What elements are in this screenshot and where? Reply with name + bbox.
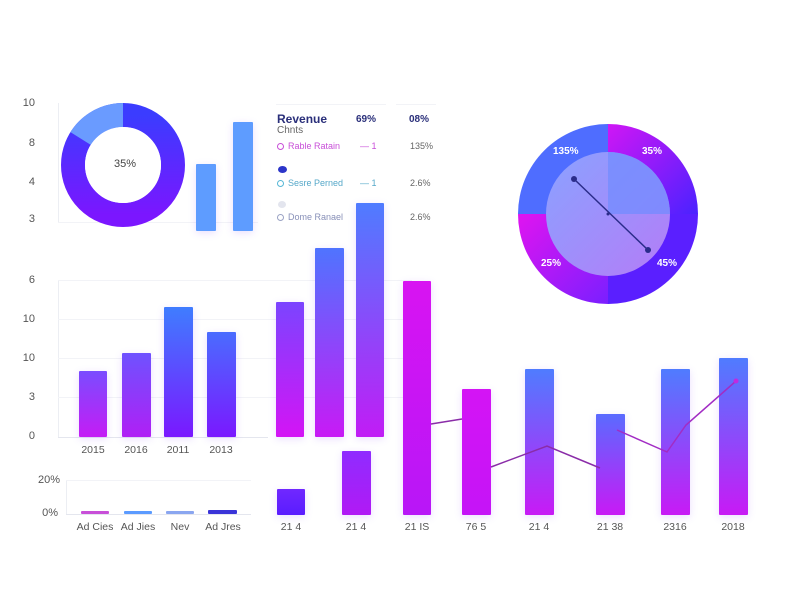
pie-label: 25% bbox=[541, 258, 562, 269]
y-tick: 3 bbox=[28, 213, 35, 225]
bar bbox=[79, 371, 107, 437]
row-mid: — 1 bbox=[360, 178, 377, 188]
bar bbox=[81, 511, 109, 514]
x-tick: Ad Jies bbox=[120, 521, 156, 533]
divider bbox=[396, 104, 436, 105]
x-axis-line bbox=[58, 222, 258, 223]
x-tick: 21 38 bbox=[596, 521, 624, 533]
y-tick: 10 bbox=[22, 352, 35, 364]
legend-dot-icon bbox=[277, 214, 284, 221]
gridline bbox=[66, 480, 251, 481]
bar bbox=[196, 164, 216, 231]
x-tick: 21 4 bbox=[528, 521, 550, 533]
table-title: Revenue bbox=[277, 112, 328, 126]
gridline bbox=[58, 319, 268, 320]
x-tick: 2011 bbox=[166, 444, 190, 456]
y-axis-line bbox=[66, 480, 67, 514]
pie-label: 45% bbox=[657, 258, 678, 269]
x-tick: 2018 bbox=[721, 521, 745, 533]
y-tick: 4 bbox=[28, 176, 35, 188]
x-tick: 2316 bbox=[663, 521, 687, 533]
row-value: 2.6% bbox=[410, 212, 431, 222]
x-tick: 21 4 bbox=[280, 521, 302, 533]
bar bbox=[124, 511, 152, 514]
y-tick: 6 bbox=[28, 274, 35, 286]
x-tick: 2013 bbox=[209, 444, 233, 456]
donut-center-label: 35% bbox=[113, 158, 137, 170]
bar bbox=[462, 389, 491, 515]
pie-chart bbox=[518, 124, 698, 304]
x-tick: 2016 bbox=[124, 444, 148, 456]
dot-icon bbox=[278, 166, 287, 173]
row-label: Sesre Perned bbox=[288, 178, 344, 188]
y-tick: 3 bbox=[28, 391, 35, 403]
y-axis-line bbox=[58, 280, 59, 438]
row-value: 2.6% bbox=[410, 178, 431, 188]
bar bbox=[164, 307, 193, 437]
row-label: Rable Ratain bbox=[288, 141, 341, 151]
x-tick: Ad Cies bbox=[76, 521, 114, 533]
y-tick: 10 bbox=[22, 97, 35, 109]
x-axis-line bbox=[66, 514, 251, 515]
column-header: 08% bbox=[409, 114, 430, 125]
bar bbox=[122, 353, 151, 437]
y-tick: 0 bbox=[28, 430, 35, 442]
bar bbox=[342, 451, 371, 515]
table-subtitle: Chnts bbox=[277, 125, 304, 136]
y-tick: 0% bbox=[42, 507, 58, 519]
pie-label: 35% bbox=[642, 146, 663, 157]
legend-dot-icon bbox=[277, 180, 284, 187]
bar bbox=[315, 248, 344, 437]
bar bbox=[233, 122, 253, 231]
pie-label: 135% bbox=[553, 146, 579, 157]
dot-icon bbox=[278, 201, 286, 208]
legend-dot-icon bbox=[277, 143, 284, 150]
bar bbox=[208, 510, 237, 514]
row-value: 135% bbox=[410, 141, 434, 151]
gridline bbox=[58, 397, 268, 398]
bar bbox=[207, 332, 236, 437]
divider bbox=[276, 104, 386, 105]
bar bbox=[277, 489, 305, 515]
bar bbox=[403, 281, 431, 515]
x-tick: 21 4 bbox=[345, 521, 367, 533]
y-tick: 8 bbox=[28, 137, 35, 149]
column-header: 69% bbox=[356, 114, 377, 125]
row-mid: — 1 bbox=[360, 141, 377, 151]
bar bbox=[276, 302, 304, 437]
bar bbox=[166, 511, 194, 514]
y-axis-line bbox=[58, 103, 59, 223]
x-axis-line bbox=[58, 437, 268, 438]
x-tick: 21 IS bbox=[404, 521, 430, 533]
gridline bbox=[58, 358, 268, 359]
gridline bbox=[58, 280, 268, 281]
y-tick: 20% bbox=[37, 474, 60, 486]
x-tick: Ad Jres bbox=[205, 521, 241, 533]
x-tick: 2015 bbox=[81, 444, 105, 456]
x-tick: Nev bbox=[170, 521, 190, 533]
donut-chart bbox=[61, 103, 185, 227]
row-label: Dome Ranael bbox=[288, 212, 344, 222]
y-tick: 10 bbox=[22, 313, 35, 325]
x-tick: 76 5 bbox=[465, 521, 487, 533]
bar bbox=[525, 369, 554, 515]
bar bbox=[661, 369, 690, 515]
bar bbox=[356, 203, 384, 437]
